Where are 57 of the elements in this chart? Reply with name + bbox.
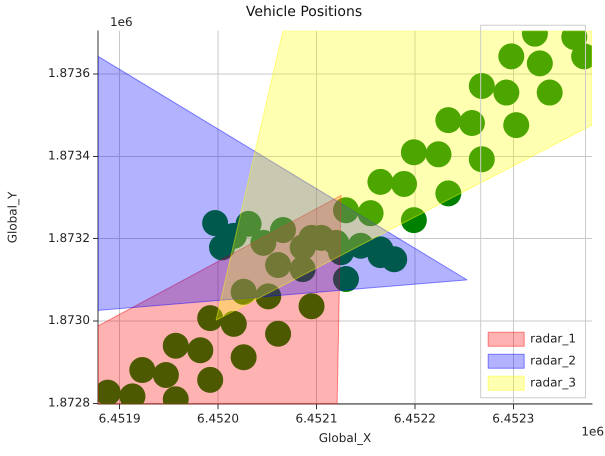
point <box>197 305 224 332</box>
x-tick-label: 6.4519 <box>98 412 141 426</box>
point <box>152 362 179 388</box>
point <box>129 357 156 384</box>
point <box>526 50 553 76</box>
point <box>220 310 247 337</box>
y-tick-label: 1.8728 <box>48 396 90 410</box>
point <box>536 80 563 106</box>
point <box>493 80 520 106</box>
point <box>391 170 418 197</box>
point <box>503 112 530 138</box>
point <box>435 107 462 134</box>
text: 1e6 <box>110 14 133 29</box>
point <box>458 110 485 136</box>
point <box>400 207 427 234</box>
point <box>230 278 257 305</box>
point <box>425 141 452 168</box>
point <box>197 366 224 393</box>
y-tick-label: 1.8734 <box>48 148 90 162</box>
point <box>332 197 359 224</box>
point <box>498 43 524 70</box>
legend-label: radar_3 <box>530 375 576 390</box>
x-axis-title: Global_X <box>318 430 372 445</box>
text: 1e6 <box>581 424 604 438</box>
point <box>435 180 462 206</box>
x-tick-label: 6.4521 <box>295 412 338 426</box>
y-tick-label: 1.8730 <box>48 313 90 328</box>
point <box>290 256 316 282</box>
legend-label: radar_2 <box>530 353 576 368</box>
point <box>202 210 228 236</box>
point <box>358 200 384 226</box>
point <box>236 210 262 237</box>
point <box>265 320 292 347</box>
point <box>187 337 214 364</box>
point <box>400 139 427 166</box>
x-tick-label: 6.4522 <box>394 412 436 426</box>
y-tick-label: 1.8736 <box>48 66 90 80</box>
point <box>332 266 359 292</box>
point <box>265 252 292 278</box>
point <box>468 146 495 172</box>
point <box>468 72 495 99</box>
point <box>230 344 257 370</box>
point <box>162 332 189 359</box>
point <box>298 293 325 320</box>
point <box>255 283 282 310</box>
x-tick-label: 6.4523 <box>492 412 534 426</box>
point <box>290 234 316 260</box>
y-axis-title: Global_Y <box>5 191 20 244</box>
legend-label: radar_1 <box>530 331 576 346</box>
point <box>348 232 374 259</box>
x-tick-label: 6.4520 <box>197 412 240 426</box>
point <box>367 168 394 195</box>
y-tick-label: 1.8732 <box>48 230 90 245</box>
point <box>208 234 235 260</box>
point <box>270 217 296 244</box>
chart-title: Vehicle Positions <box>246 4 362 20</box>
point <box>250 230 276 256</box>
